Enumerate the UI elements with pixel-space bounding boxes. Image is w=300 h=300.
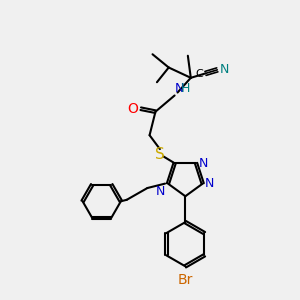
Text: N: N [156,185,165,198]
Text: O: O [127,102,138,116]
Text: N: N [198,157,208,170]
Text: N: N [175,82,184,95]
Text: C: C [196,69,203,79]
Text: N: N [219,63,229,76]
Text: N: N [205,177,214,190]
Text: Br: Br [178,273,193,287]
Text: S: S [155,147,165,162]
Text: H: H [181,82,190,95]
